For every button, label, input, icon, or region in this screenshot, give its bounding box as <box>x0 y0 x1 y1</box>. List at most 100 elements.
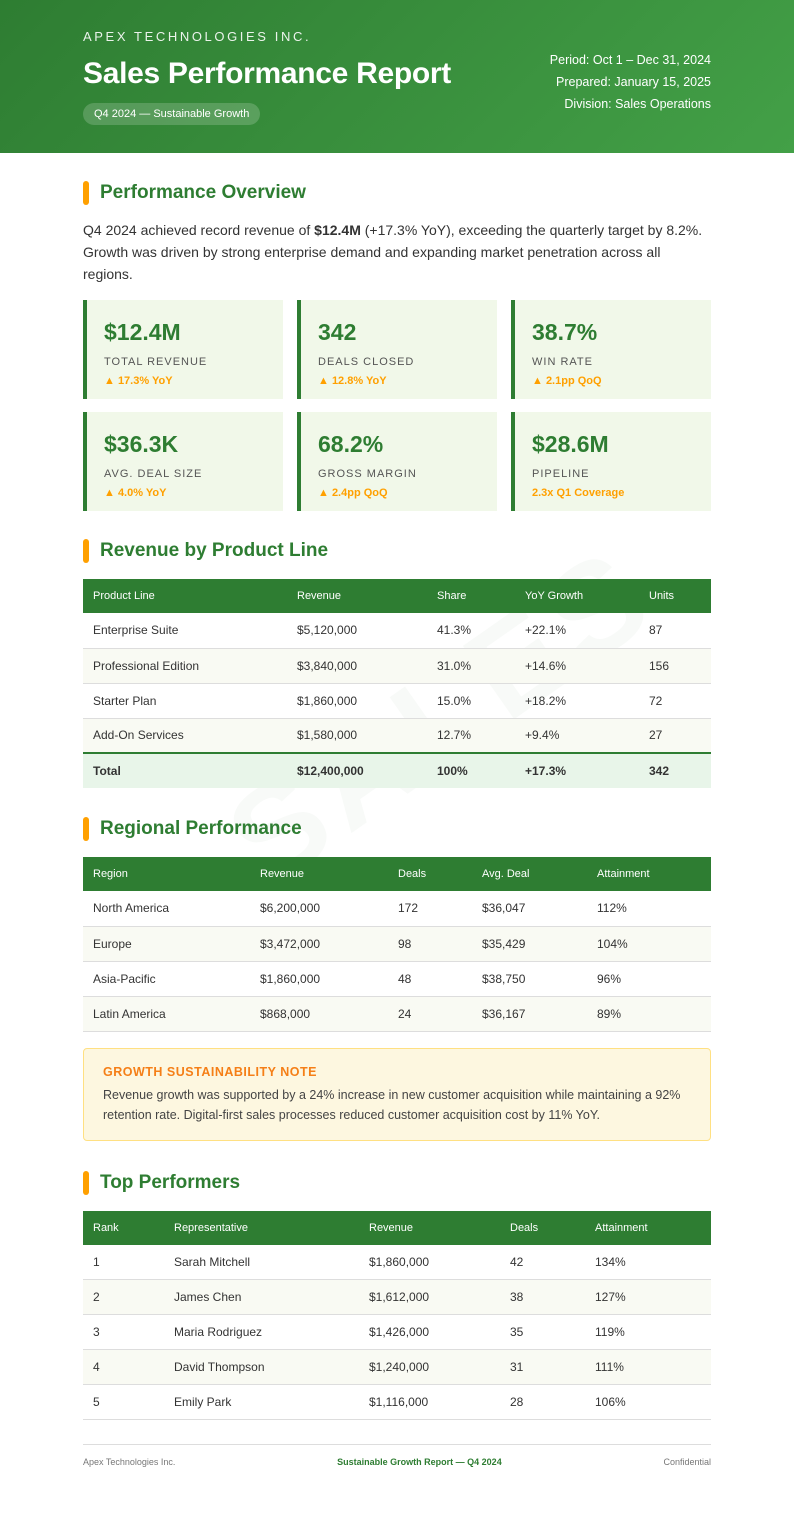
kpi-value: 342 <box>318 319 357 345</box>
product-table: Product Line Revenue Share YoY Growth Units E… <box>83 579 711 788</box>
table-cell: 41.3% <box>427 613 515 649</box>
table-header-row: Region Revenue Deals Avg. Deal Attainment <box>83 857 711 891</box>
column-header: Rank <box>83 1210 164 1245</box>
table-cell: 100% <box>427 752 515 788</box>
table-cell: $1,240,000 <box>359 1349 500 1385</box>
table-cell: 31.0% <box>427 648 515 684</box>
table-cell: $1,116,000 <box>359 1384 500 1420</box>
table-cell: Sarah Mitchell <box>164 1244 359 1280</box>
table-cell: 134% <box>585 1244 711 1280</box>
table-cell: Maria Rodriguez <box>164 1314 359 1350</box>
footer-company: Apex Technologies Inc. <box>83 1457 176 1467</box>
kpi-change: ▲ 4.0% YoY <box>104 487 167 499</box>
table-cell: 15.0% <box>427 683 515 719</box>
table-cell: 3 <box>83 1314 164 1350</box>
table-cell: Enterprise Suite <box>83 613 287 649</box>
kpi-card: $28.6M PIPELINE 2.3x Q1 Coverage <box>511 412 711 511</box>
kpi-change: ▲ 2.4pp QoQ <box>318 487 388 499</box>
table-cell: 1 <box>83 1244 164 1280</box>
kpi-card: $36.3K AVG. DEAL SIZE ▲ 4.0% YoY <box>83 412 283 511</box>
section-title-text: Performance Overview <box>100 182 306 203</box>
intro-text: (+17.3% YoY), exceeding the quarterly ta… <box>83 222 703 282</box>
column-header: Product Line <box>83 579 287 613</box>
table-row: 2 James Chen $1,612,000 38 127% <box>83 1279 711 1315</box>
table-row: Starter Plan $1,860,000 15.0% +18.2% 72 <box>83 683 711 719</box>
table-cell: $1,860,000 <box>287 683 427 719</box>
section-title-product: Revenue by Product Line <box>83 539 711 563</box>
table-cell: Europe <box>83 926 250 962</box>
table-cell: $1,580,000 <box>287 718 427 754</box>
kpi-value: 68.2% <box>318 431 384 457</box>
column-header: Representative <box>164 1210 359 1245</box>
table-cell: $6,200,000 <box>250 891 388 927</box>
table-cell: $35,429 <box>472 926 587 962</box>
table-cell: 31 <box>500 1349 585 1385</box>
column-header: YoY Growth <box>515 579 639 613</box>
table-row: Add-On Services $1,580,000 12.7% +9.4% 27 <box>83 718 711 754</box>
table-cell: $3,840,000 <box>287 648 427 684</box>
table-cell: 28 <box>500 1384 585 1420</box>
intro-text: Q4 2024 achieved record revenue of <box>83 222 315 238</box>
table-cell: $5,120,000 <box>287 613 427 649</box>
kpi-change: 2.3x Q1 Coverage <box>532 487 625 499</box>
table-cell: 112% <box>587 891 711 927</box>
table-cell: $38,750 <box>472 961 587 997</box>
kpi-value: $36.3K <box>104 431 179 457</box>
table-cell: 342 <box>639 752 711 788</box>
division: Division: Sales Operations <box>564 97 711 111</box>
column-header: Revenue <box>287 579 427 613</box>
column-header: Revenue <box>250 857 388 891</box>
table-row: 5 Emily Park $1,116,000 28 106% <box>83 1384 711 1420</box>
prepared-date: Prepared: January 15, 2025 <box>556 75 711 89</box>
section-accent-bar <box>83 539 89 563</box>
column-header: Deals <box>500 1210 585 1245</box>
table-cell: Total <box>83 752 287 788</box>
table-cell: 98 <box>388 926 472 962</box>
table-row: 3 Maria Rodriguez $1,426,000 35 119% <box>83 1314 711 1350</box>
table-cell: $868,000 <box>250 996 388 1032</box>
kpi-label: TOTAL REVENUE <box>104 356 208 368</box>
table-row: Enterprise Suite $5,120,000 41.3% +22.1% 87 <box>83 613 711 649</box>
kpi-card: 342 DEALS CLOSED ▲ 12.8% YoY <box>297 300 497 399</box>
table-cell: 106% <box>585 1384 711 1420</box>
column-header: Attainment <box>587 857 711 891</box>
section-accent-bar <box>83 181 89 205</box>
column-header: Deals <box>388 857 472 891</box>
table-cell: 24 <box>388 996 472 1032</box>
note-title: GROWTH SUSTAINABILITY NOTE <box>103 1064 317 1079</box>
kpi-value: $12.4M <box>104 319 181 345</box>
table-cell: 172 <box>388 891 472 927</box>
table-cell: 96% <box>587 961 711 997</box>
section-title-text: Top Performers <box>100 1171 241 1193</box>
table-cell: David Thompson <box>164 1349 359 1385</box>
regional-table: Region Revenue Deals Avg. Deal Attainment Nor… <box>83 857 711 1032</box>
report-meta: Period: Oct 1 – Dec 31, 2024 Prepared: J… <box>550 49 711 115</box>
column-header: Units <box>639 579 711 613</box>
table-cell: 5 <box>83 1384 164 1420</box>
table-cell: 104% <box>587 926 711 962</box>
section-title-text: Revenue by Product Line <box>100 540 329 561</box>
footer-report-name: Sustainable Growth Report — Q4 2024 <box>337 1457 502 1467</box>
table-cell: Latin America <box>83 996 250 1032</box>
table-cell: 127% <box>585 1279 711 1315</box>
table-row: North America $6,200,000 172 $36,047 112% <box>83 891 711 927</box>
table-cell: 27 <box>639 718 711 754</box>
table-cell: 87 <box>639 613 711 649</box>
kpi-label: WIN RATE <box>532 356 593 368</box>
table-cell: 42 <box>500 1244 585 1280</box>
table-cell: +18.2% <box>515 683 639 719</box>
table-cell: $3,472,000 <box>250 926 388 962</box>
column-header: Avg. Deal <box>472 857 587 891</box>
table-row: 4 David Thompson $1,240,000 31 111% <box>83 1349 711 1385</box>
intro-highlight: $12.4M <box>314 222 361 238</box>
table-cell: 72 <box>639 683 711 719</box>
table-cell: $1,860,000 <box>359 1244 500 1280</box>
kpi-card: 38.7% WIN RATE ▲ 2.1pp QoQ <box>511 300 711 399</box>
kpi-card: 68.2% GROSS MARGIN ▲ 2.4pp QoQ <box>297 412 497 511</box>
table-total-row: Total $12,400,000 100% +17.3% 342 <box>83 752 711 788</box>
kpi-change: ▲ 12.8% YoY <box>318 375 387 387</box>
table-cell: 38 <box>500 1279 585 1315</box>
table-header-row: Rank Representative Revenue Deals Attainment <box>83 1210 711 1245</box>
kpi-label: PIPELINE <box>532 468 590 480</box>
table-cell: Starter Plan <box>83 683 287 719</box>
